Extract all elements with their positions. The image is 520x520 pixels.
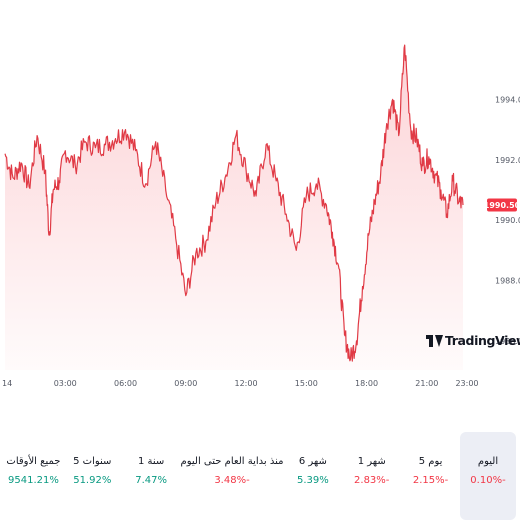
period-tab-3[interactable]: 6 شهر 5.39% (283, 432, 342, 520)
period-tab-6[interactable]: 5 سنوات 51.92% (63, 432, 122, 520)
last-price-tag-bg (487, 198, 517, 212)
tradingview-logo[interactable]: TradingView (426, 333, 520, 348)
x-tick-label: 12:00 (235, 379, 258, 388)
period-tab-4[interactable]: منذ بداية العام حتى اليوم 3.48%- (181, 432, 284, 520)
price-line (4, 44, 464, 362)
period-label: 1 سنة (137, 456, 165, 467)
x-tick-label: 15:00 (295, 379, 318, 388)
period-label: 5 سنوات (73, 456, 112, 467)
y-tick-label: 1988.00 (495, 276, 520, 285)
period-change-value: 51.92% (73, 475, 112, 486)
period-change-value: 5.39% (297, 475, 329, 486)
period-change-value: 2.15%- (412, 475, 449, 486)
y-tick-label: 1992.00 (495, 156, 520, 165)
period-change-value: 3.48%- (214, 475, 250, 486)
period-change-value: 7.47% (135, 475, 168, 486)
price-area-fill (5, 45, 463, 370)
period-label: جميع الأوقات (6, 456, 61, 467)
y-tick-label: 1994.00 (495, 95, 520, 104)
x-tick-label: 06:00 (114, 379, 137, 388)
x-tick-label: 21:00 (415, 379, 438, 388)
y-tick-label: 1990.00 (495, 216, 520, 225)
period-label: منذ بداية العام حتى اليوم (180, 456, 284, 467)
period-change-value: 0.10%- (470, 475, 506, 486)
period-tab-2[interactable]: 1 شهر 2.83%- (342, 432, 401, 520)
period-change-value: 9541.21% (8, 475, 59, 486)
x-tick-label: 23:00 (455, 379, 478, 388)
period-tab-7[interactable]: جميع الأوقات 9541.21% (4, 432, 63, 520)
y-tick-label: 1986.00 (495, 337, 520, 346)
last-price-tag: 1990.50 (484, 198, 520, 212)
x-tick-label: 03:00 (54, 379, 77, 388)
period-label: 6 شهر (298, 456, 327, 467)
period-change-value: 2.83%- (354, 475, 390, 486)
tradingview-logo-text: TradingView (445, 333, 520, 348)
last-price-tag-text: 1990.50 (484, 201, 520, 210)
period-tab-5[interactable]: 1 سنة 7.47% (122, 432, 181, 520)
y-axis: 1986.00 1988.00 1990.00 1992.00 1994.00 (495, 95, 520, 345)
x-tick-label: 14 (2, 379, 12, 388)
period-label: 5 يوم (418, 456, 443, 467)
period-tab-1[interactable]: 5 يوم 2.15%- (401, 432, 460, 520)
tradingview-logo-icon (426, 334, 443, 347)
period-tab-0[interactable]: اليوم 0.10%- (460, 432, 516, 520)
period-label: 1 شهر (357, 456, 386, 467)
x-tick-label: 09:00 (174, 379, 197, 388)
period-label: اليوم (477, 456, 499, 467)
x-axis: 14 03:00 06:00 09:00 12:00 15:00 18:00 21:00 23:… (2, 379, 479, 388)
x-tick-label: 18:00 (355, 379, 378, 388)
performance-periods: اليوم 0.10%- 5 يوم 2.15%- 1 شهر 2.83%- 6 شهر 5.… (0, 432, 520, 520)
price-chart[interactable]: 1986.00 1988.00 1990.00 1992.00 1994.00 14 03… (0, 0, 520, 400)
